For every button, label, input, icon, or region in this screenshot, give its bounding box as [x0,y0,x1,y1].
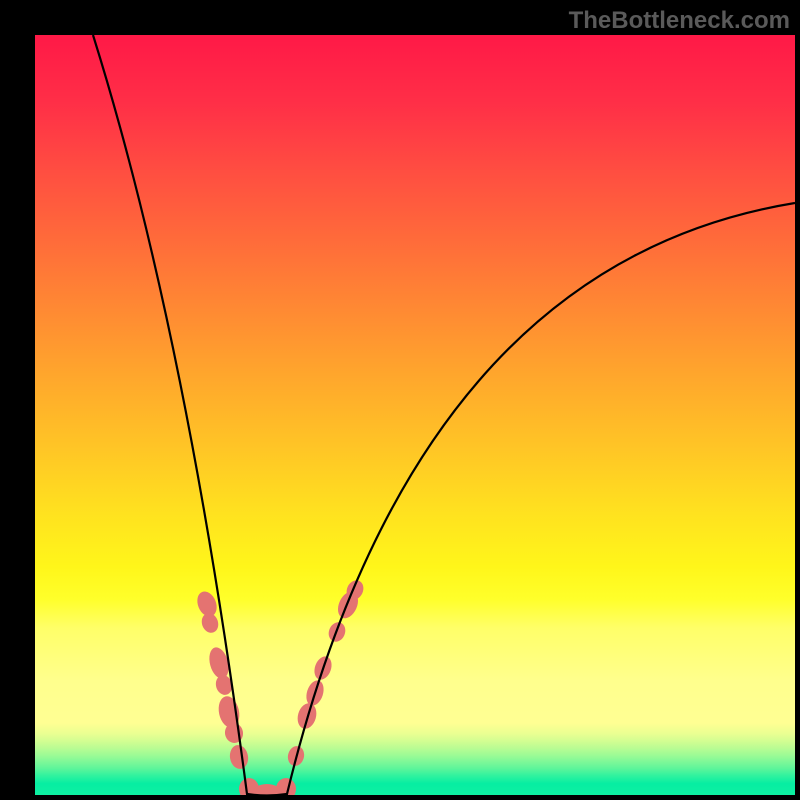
plot-area [35,35,795,795]
chart-frame: TheBottleneck.com [0,0,800,800]
watermark-text: TheBottleneck.com [569,7,790,35]
chart-svg [35,35,795,795]
gradient-background [35,35,795,795]
